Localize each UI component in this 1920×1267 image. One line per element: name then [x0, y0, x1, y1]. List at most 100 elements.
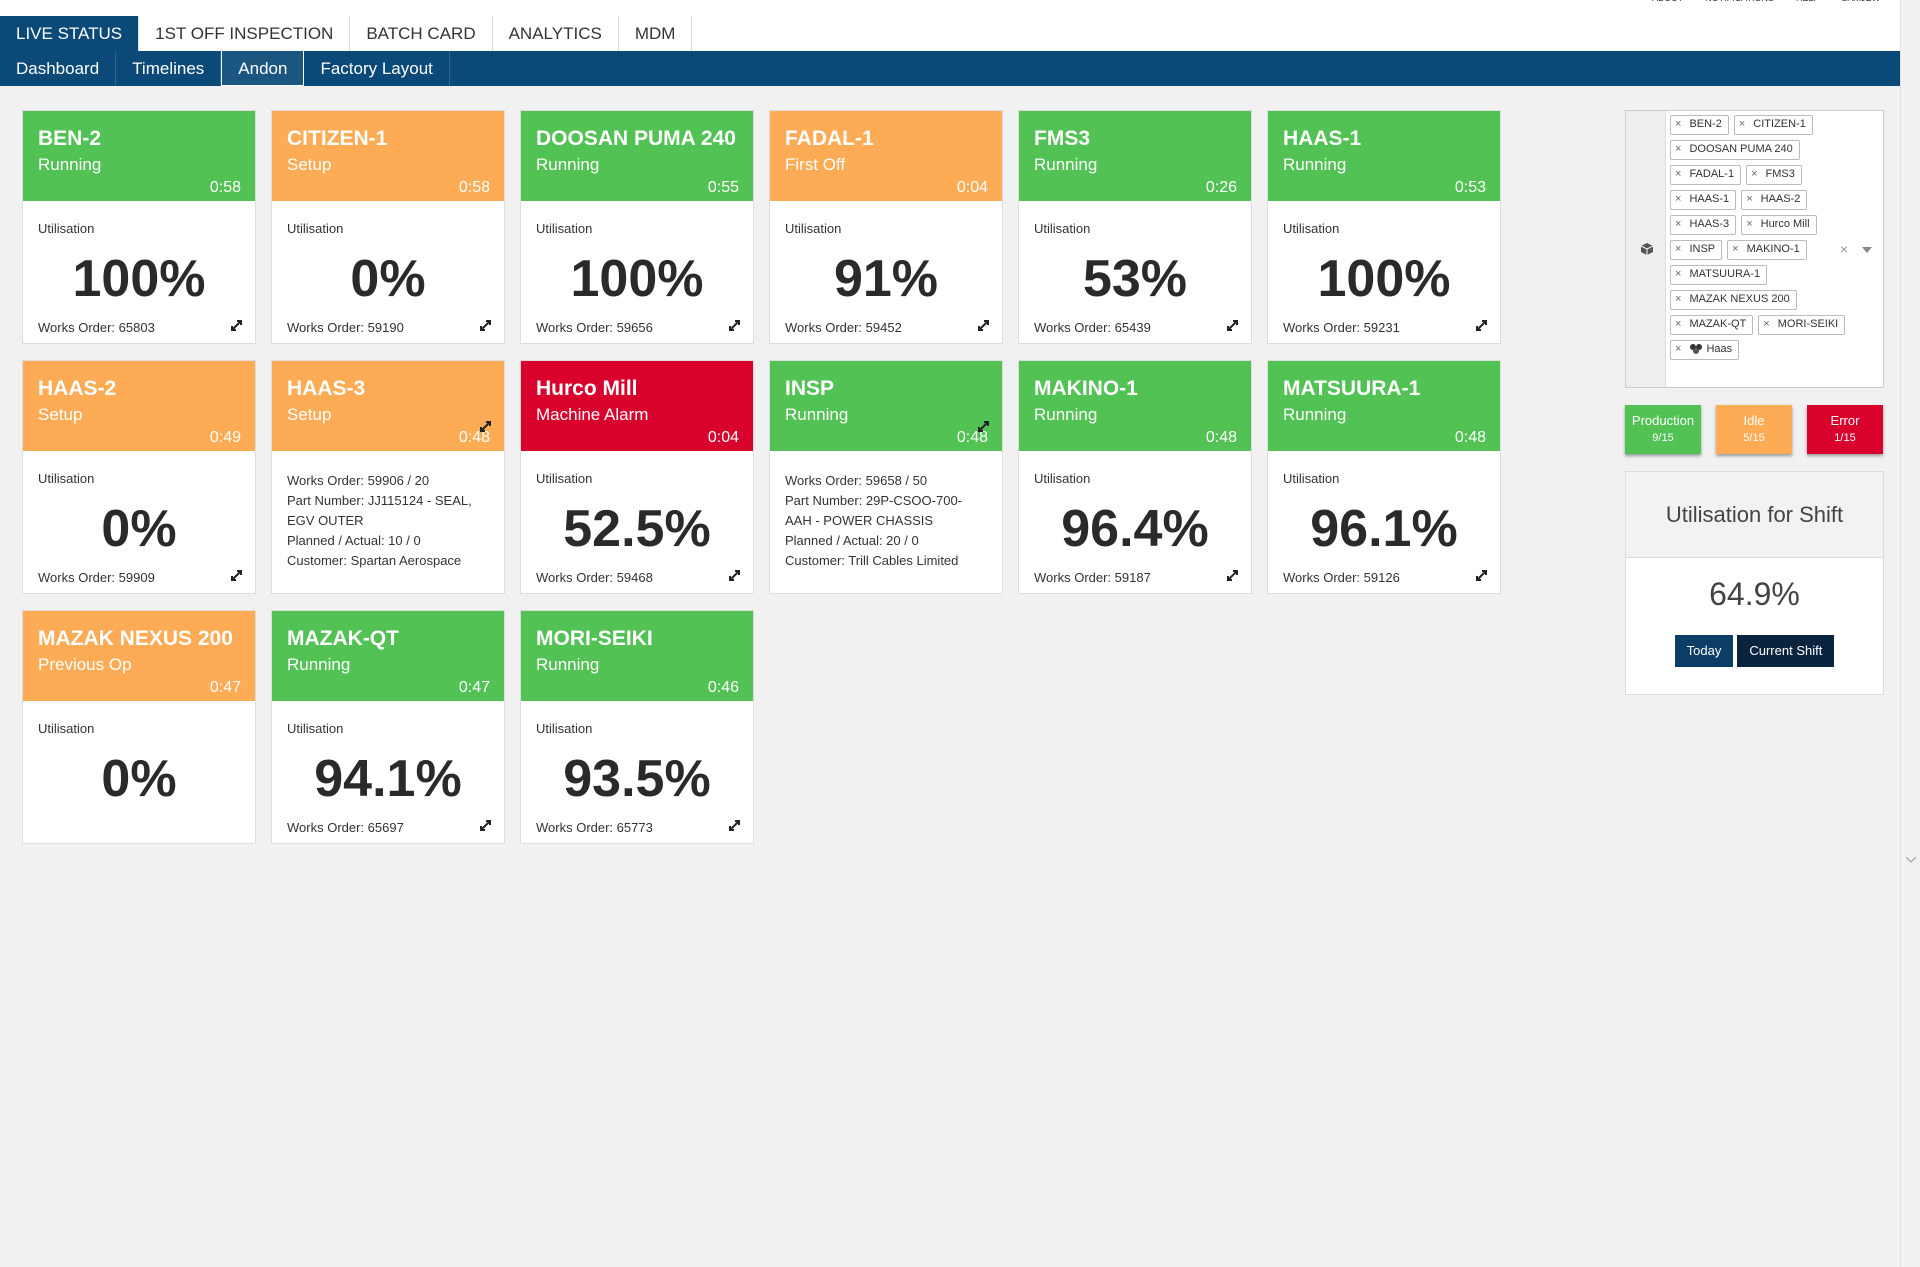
tab[interactable]: LIVE STATUS	[0, 16, 140, 51]
remove-tag[interactable]: ×	[1763, 318, 1770, 330]
machine-card[interactable]: MAKINO-1 Running 0:48 Utilisation 96.4% Works…	[1018, 360, 1252, 594]
filter-tag: × MAZAK NEXUS 200	[1670, 290, 1797, 310]
remove-tag[interactable]: ×	[1675, 293, 1682, 305]
summary-box[interactable]: Production 9/15	[1625, 405, 1701, 454]
machine-status: Running	[1034, 405, 1098, 424]
remove-tag[interactable]: ×	[1675, 343, 1682, 355]
machine-card[interactable]: MAZAK-QT Running 0:47 Utilisation 94.1% Works…	[271, 610, 505, 844]
remove-tag[interactable]: ×	[1675, 243, 1682, 255]
machine-card[interactable]: BEN-2 Running 0:58 Utilisation 100% Works Ord…	[22, 110, 256, 344]
machine-card[interactable]: Hurco Mill Machine Alarm 0:04 Utilisation 52…	[520, 360, 754, 594]
top-link[interactable]: HELP	[1796, 0, 1820, 3]
expand-icon[interactable]	[1475, 319, 1488, 335]
machine-card[interactable]: CITIZEN-1 Setup 0:58 Utilisation 0% Works Ord…	[271, 110, 505, 344]
status-time: 0:26	[1205, 179, 1237, 196]
clear-icon[interactable]: ×	[1840, 241, 1849, 257]
machine-filter[interactable]: × BEN-2 × CITIZEN-1 × DOOSAN PUMA 240 × FADAL-1…	[1625, 110, 1884, 388]
expand-icon[interactable]	[1475, 569, 1488, 585]
machine-card[interactable]: MAZAK NEXUS 200 Previous Op 0:47 Utilisatio…	[22, 610, 256, 844]
detail-line: Part Number: 29P-CSOO-700-AAH - POWER CH…	[785, 493, 963, 528]
expand-icon[interactable]	[1226, 569, 1239, 585]
expand-icon[interactable]	[230, 569, 243, 585]
filter-tag: × CITIZEN-1	[1733, 115, 1813, 135]
remove-tag[interactable]: ×	[1675, 218, 1682, 230]
works-order: Works Order: 59656	[536, 320, 653, 335]
shift-panel: Utilisation for Shift 64.9% Today Current…	[1625, 471, 1884, 695]
card-body: Utilisation 0%	[23, 701, 255, 845]
sub-tab[interactable]: Andon	[221, 51, 305, 86]
remove-tag[interactable]: ×	[1746, 218, 1753, 230]
scrollbar[interactable]	[1900, 0, 1920, 1267]
remove-tag[interactable]: ×	[1675, 193, 1682, 205]
works-order: Works Order: 59187	[1034, 570, 1151, 585]
expand-icon[interactable]	[977, 420, 990, 436]
shift-value: 64.9%	[1709, 576, 1800, 612]
top-link[interactable]: ABOUT	[1652, 0, 1683, 3]
machine-card[interactable]: FMS3 Running 0:26 Utilisation 53% Works Order…	[1018, 110, 1252, 344]
remove-tag[interactable]: ×	[1675, 168, 1682, 180]
remove-tag[interactable]: ×	[1751, 168, 1758, 180]
sub-tab[interactable]: Dashboard	[0, 51, 117, 86]
tab[interactable]: BATCH CARD	[350, 16, 493, 51]
card-header: INSP Running 0:48	[770, 361, 1002, 451]
machine-card[interactable]: INSP Running 0:48 Works Order: 59658 / 50 Pa…	[769, 360, 1003, 594]
summary-count: 9/15	[1652, 432, 1674, 444]
machine-status: Setup	[287, 155, 332, 174]
machine-name: INSP	[785, 377, 835, 400]
machine-card[interactable]: HAAS-2 Setup 0:49 Utilisation 0% Works Order:…	[22, 360, 256, 594]
tab[interactable]: ANALYTICS	[493, 16, 619, 51]
utilisation-label: Utilisation	[287, 721, 344, 736]
expand-icon[interactable]	[1226, 319, 1239, 335]
remove-tag[interactable]: ×	[1675, 318, 1682, 330]
shift-button[interactable]: Today	[1674, 635, 1734, 667]
tab[interactable]: 1ST OFF INSPECTION	[139, 16, 351, 51]
sub-tab[interactable]: Timelines	[116, 51, 222, 86]
card-header: Hurco Mill Machine Alarm 0:04	[521, 361, 753, 451]
expand-icon[interactable]	[230, 319, 243, 335]
tab[interactable]: MDM	[619, 16, 693, 51]
machine-status: Running	[287, 655, 351, 674]
expand-icon[interactable]	[479, 819, 492, 835]
expand-icon[interactable]	[728, 319, 741, 335]
utilisation-label: Utilisation	[287, 221, 344, 236]
machine-card[interactable]: MATSUURA-1 Running 0:48 Utilisation 96.1% Wor…	[1267, 360, 1501, 594]
remove-tag[interactable]: ×	[1746, 193, 1753, 205]
summary-box[interactable]: Error 1/15	[1807, 405, 1883, 454]
expand-icon[interactable]	[728, 569, 741, 585]
status-time: 0:47	[209, 679, 241, 696]
expand-glyph	[729, 820, 740, 831]
works-order: Works Order: 59452	[785, 320, 902, 335]
machine-status: Running	[1283, 155, 1347, 174]
remove-tag[interactable]: ×	[1738, 118, 1746, 130]
expand-icon[interactable]	[977, 319, 990, 335]
machine-card[interactable]: HAAS-3 Setup 0:48 Works Order: 59906 / 20 Pa…	[271, 360, 505, 594]
group-icon	[1689, 343, 1703, 357]
remove-tag[interactable]: ×	[1732, 243, 1739, 255]
filter-tag: × INSP	[1670, 240, 1723, 260]
card-header: HAAS-2 Setup 0:49	[23, 361, 255, 451]
machine-status: Setup	[38, 405, 83, 424]
shift-button[interactable]: Current Shift	[1737, 635, 1835, 667]
machine-card[interactable]: FADAL-1 First Off 0:04 Utilisation 91% Works …	[769, 110, 1003, 344]
remove-tag[interactable]: ×	[1675, 268, 1682, 280]
remove-tag[interactable]: ×	[1675, 118, 1682, 130]
expand-glyph	[729, 570, 740, 581]
cube-icon	[1640, 243, 1654, 255]
detail-line: Part Number: JJ115124 - SEAL, EGV OUTER	[287, 493, 472, 528]
machine-card[interactable]: DOOSAN PUMA 240 Running 0:55 Utilisation 100…	[520, 110, 754, 344]
expand-icon[interactable]	[479, 420, 492, 436]
machine-status: Setup	[287, 405, 332, 424]
summary-box[interactable]: Idle 5/15	[1716, 405, 1792, 454]
sub-tab[interactable]: Factory Layout	[304, 51, 450, 86]
machine-card[interactable]: HAAS-1 Running 0:53 Utilisation 100% Works Or…	[1267, 110, 1501, 344]
dropdown-arrow[interactable]	[1862, 247, 1872, 253]
card-body: Utilisation 96.4% Works Order: 59187	[1019, 451, 1251, 595]
expand-icon[interactable]	[479, 319, 492, 335]
machine-card[interactable]: MORI-SEIKI Running 0:46 Utilisation 93.5% Wor…	[520, 610, 754, 844]
expand-icon[interactable]	[728, 819, 741, 835]
utilisation-label: Utilisation	[785, 221, 842, 236]
remove-tag[interactable]: ×	[1675, 143, 1682, 155]
scroll-arrow[interactable]	[1906, 857, 1916, 863]
top-link[interactable]: SAMJEW	[1841, 0, 1880, 3]
top-link[interactable]: NOTIFICATIONS	[1705, 0, 1774, 3]
